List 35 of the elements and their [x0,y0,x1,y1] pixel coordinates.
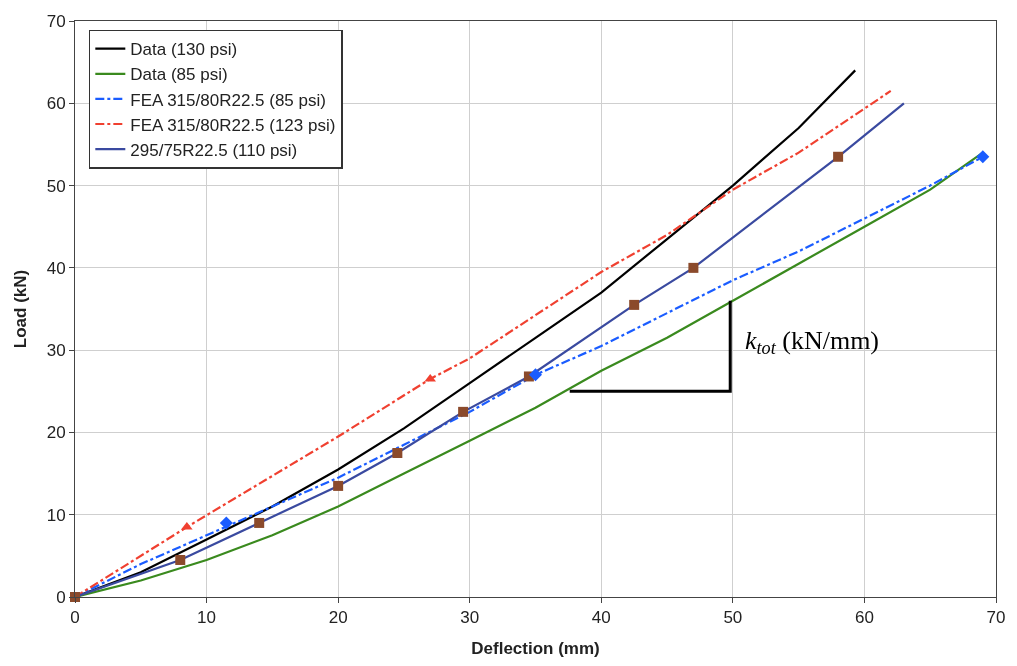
point [833,151,844,162]
x-tick-label: 30 [460,608,480,628]
y-tick-label: 60 [46,94,66,114]
point [254,517,265,528]
point [175,554,186,565]
point [392,448,403,458]
y-tick-label: 20 [46,423,66,443]
y-tick-label: 30 [46,341,66,361]
x-tick-label: 70 [986,608,1006,628]
x-tick-label: 50 [723,608,743,628]
x-tick-label: 20 [328,608,348,628]
point [219,516,233,530]
y-tick-label: 40 [46,258,66,278]
legend-label: FEA 315/80R22.5 (123 psi) [130,115,336,135]
x-tick-label: 0 [70,608,80,628]
y-tick-label: 50 [46,176,66,196]
x-tick-label: 40 [591,608,611,628]
x-tick-label: 10 [197,608,217,628]
y-tick-label: 70 [46,11,66,31]
point [629,299,640,310]
legend-label: Data (85 psi) [130,65,228,85]
y-tick-label: 0 [56,587,66,607]
point [529,368,542,382]
y-tick-label: 10 [46,505,66,525]
point [333,480,344,491]
y-axis-title: Load (kN) [11,269,31,349]
point [458,406,469,417]
legend-label: FEA 315/80R22.5 (85 psi) [130,90,326,110]
annotation: k$_{tot}$ (kN/mm) [745,326,880,359]
legend-label: 295/75R22.5 (110 psi) [130,140,298,160]
x-axis-title: Deflection (mm) [471,638,600,658]
point [976,150,990,164]
legend-label: Data (130 psi) [130,40,238,60]
x-tick-label: 60 [854,608,874,628]
point [688,262,699,273]
